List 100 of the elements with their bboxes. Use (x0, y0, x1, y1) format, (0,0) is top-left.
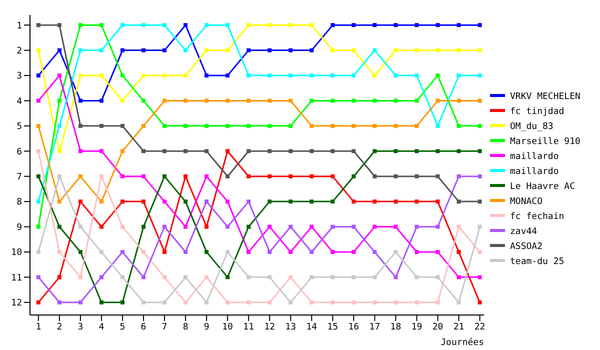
point (372, 174, 377, 178)
point (372, 200, 377, 204)
point (184, 48, 188, 52)
y-tick-label: 9 (16, 222, 22, 233)
point (184, 174, 188, 178)
point (478, 124, 482, 128)
point (57, 124, 62, 128)
point (414, 250, 419, 254)
point (36, 174, 40, 178)
x-tick-label: 2 (56, 322, 62, 332)
point (372, 224, 377, 229)
point (352, 200, 356, 204)
point (330, 300, 335, 304)
point (372, 124, 377, 128)
y-tick-label: 3 (16, 72, 22, 82)
point (456, 250, 461, 254)
point (36, 200, 40, 204)
point (414, 23, 419, 28)
y-tick-label: 1 (16, 21, 22, 32)
point (78, 98, 82, 103)
point (246, 200, 251, 204)
point (330, 149, 335, 154)
point (352, 300, 356, 304)
point (394, 250, 398, 254)
x-tick-label: 1 (36, 322, 42, 332)
point (142, 124, 146, 128)
y-tick-label: 8 (16, 198, 22, 208)
point (414, 224, 419, 229)
legend-label: team-du 25 (510, 256, 564, 266)
x-tick-label: 17 (369, 322, 380, 332)
point (120, 149, 124, 154)
point (310, 149, 314, 154)
point (478, 174, 482, 178)
point (394, 300, 398, 304)
point (99, 174, 104, 178)
point (142, 250, 146, 254)
point (226, 98, 230, 103)
legend-label: Marseille 910 (510, 136, 580, 146)
point (99, 300, 104, 304)
point (288, 300, 293, 304)
point (394, 149, 398, 154)
point (456, 300, 461, 304)
point (36, 74, 40, 78)
point (268, 149, 272, 154)
point (78, 174, 82, 178)
point (456, 149, 461, 154)
point (226, 250, 230, 254)
point (246, 174, 251, 178)
point (120, 200, 124, 204)
point (268, 98, 272, 103)
point (330, 200, 335, 204)
point (99, 200, 104, 204)
point (330, 250, 335, 254)
point (57, 174, 62, 178)
point (436, 23, 440, 28)
point (372, 98, 377, 103)
point (204, 300, 209, 304)
point (99, 275, 104, 280)
point (414, 124, 419, 128)
point (310, 48, 314, 52)
legend-label: MONACO (510, 196, 543, 206)
point (310, 250, 314, 254)
point (436, 74, 440, 78)
point (394, 23, 398, 28)
point (372, 74, 377, 78)
point (246, 74, 251, 78)
point (310, 74, 314, 78)
point (288, 174, 293, 178)
point (204, 23, 209, 28)
point (78, 224, 82, 229)
point (330, 124, 335, 128)
point (436, 275, 440, 280)
point (204, 48, 209, 52)
point (120, 250, 124, 254)
x-tick-label: 19 (411, 322, 422, 332)
point (436, 98, 440, 103)
point (36, 98, 40, 103)
point (394, 74, 398, 78)
point (204, 200, 209, 204)
point (372, 48, 377, 52)
point (162, 275, 167, 280)
point (99, 124, 104, 128)
point (162, 48, 167, 52)
point (436, 48, 440, 52)
point (456, 48, 461, 52)
point (330, 224, 335, 229)
point (456, 275, 461, 280)
point (78, 74, 82, 78)
point (142, 224, 146, 229)
point (268, 74, 272, 78)
point (330, 74, 335, 78)
x-tick-label: 11 (243, 322, 254, 332)
line-series (36, 149, 482, 304)
point (436, 250, 440, 254)
point (268, 275, 272, 280)
point (204, 275, 209, 280)
point (184, 275, 188, 280)
x-tick-label: 14 (306, 322, 318, 332)
point (162, 250, 167, 254)
point (246, 300, 251, 304)
